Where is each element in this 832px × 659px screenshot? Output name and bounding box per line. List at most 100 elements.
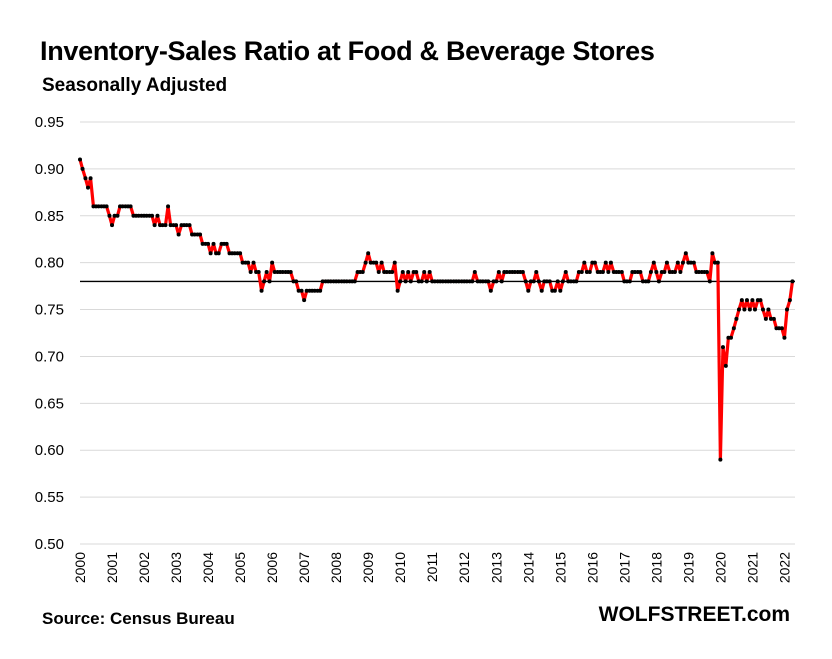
data-point (771, 316, 776, 321)
x-tick-label: 2003 (168, 552, 184, 583)
data-point (246, 260, 251, 265)
data-point (574, 279, 579, 284)
data-point (662, 270, 667, 275)
data-point (603, 260, 608, 265)
y-tick-label: 0.65 (35, 395, 64, 412)
data-point (763, 316, 768, 321)
data-point (683, 251, 688, 256)
x-tick-label: 2001 (104, 552, 120, 583)
data-point (579, 270, 584, 275)
data-point (678, 270, 683, 275)
data-point (360, 270, 365, 275)
x-tick-label: 2012 (456, 552, 472, 583)
data-point (112, 213, 117, 218)
data-point (790, 279, 795, 284)
x-tick-label: 2007 (296, 552, 312, 583)
data-point (531, 279, 536, 284)
data-point (715, 260, 720, 265)
data-point (392, 260, 397, 265)
data-point (384, 270, 389, 275)
data-point (707, 279, 712, 284)
data-point (747, 307, 752, 312)
data-point (440, 279, 445, 284)
data-point (376, 270, 381, 275)
x-tick-label: 2002 (136, 552, 152, 583)
data-point (248, 270, 253, 275)
x-tick-label: 2009 (360, 552, 376, 583)
brand-watermark: WOLFSTREET.com (598, 603, 790, 626)
y-tick-label: 0.95 (35, 114, 64, 131)
data-point (558, 288, 563, 293)
data-point (536, 279, 541, 284)
y-tick-label: 0.75 (35, 302, 64, 319)
data-point (768, 316, 773, 321)
data-point (398, 279, 403, 284)
data-point (555, 279, 560, 284)
data-point (710, 251, 715, 256)
data-point (80, 166, 85, 171)
gridlines (80, 121, 795, 545)
data-point (560, 279, 565, 284)
data-point (766, 307, 771, 312)
data-point (267, 279, 272, 284)
data-point (336, 279, 341, 284)
data-point (752, 307, 757, 312)
data-point (318, 288, 323, 293)
data-point (240, 260, 245, 265)
data-point (299, 288, 304, 293)
data-point (544, 279, 549, 284)
data-point (414, 270, 419, 275)
data-point (512, 270, 517, 275)
data-point (528, 279, 533, 284)
data-point (448, 279, 453, 284)
data-point (270, 260, 275, 265)
data-point (723, 363, 728, 368)
data-point (782, 335, 787, 340)
data-point (107, 213, 112, 218)
data-point (304, 288, 309, 293)
data-point (464, 279, 469, 284)
data-point (136, 213, 141, 218)
x-tick-label: 2014 (520, 552, 536, 583)
x-tick-label: 2005 (232, 552, 248, 583)
data-point (608, 260, 613, 265)
data-point (750, 298, 755, 303)
x-tick-label: 2006 (264, 552, 280, 583)
data-point (366, 251, 371, 256)
data-point (187, 223, 192, 228)
data-point (742, 307, 747, 312)
y-tick-label: 0.80 (35, 255, 64, 272)
data-point (696, 270, 701, 275)
data-point (616, 270, 621, 275)
data-point (238, 251, 243, 256)
y-tick-label: 0.70 (35, 348, 64, 365)
data-point (312, 288, 317, 293)
data-point (419, 279, 424, 284)
data-point (390, 270, 395, 275)
data-point (651, 260, 656, 265)
x-tick-label: 2011 (424, 552, 440, 582)
y-tick-label: 0.90 (35, 161, 64, 178)
data-point (704, 270, 709, 275)
data-point (592, 260, 597, 265)
data-point (587, 270, 592, 275)
data-point (494, 279, 499, 284)
data-point (584, 270, 589, 275)
data-point (368, 260, 373, 265)
data-point (128, 204, 133, 209)
x-tick-label: 2015 (552, 552, 568, 583)
x-tick-label: 2019 (680, 552, 696, 583)
data-point (539, 288, 544, 293)
data-point (192, 232, 197, 237)
data-point (731, 326, 736, 331)
data-point (259, 288, 264, 293)
data-point (499, 279, 504, 284)
data-point (456, 279, 461, 284)
data-point (627, 279, 632, 284)
data-point (296, 288, 301, 293)
x-tick-label: 2022 (776, 552, 792, 583)
source-note: Source: Census Bureau (42, 609, 235, 628)
data-point (152, 223, 157, 228)
data-point (211, 241, 216, 246)
data-point (691, 260, 696, 265)
